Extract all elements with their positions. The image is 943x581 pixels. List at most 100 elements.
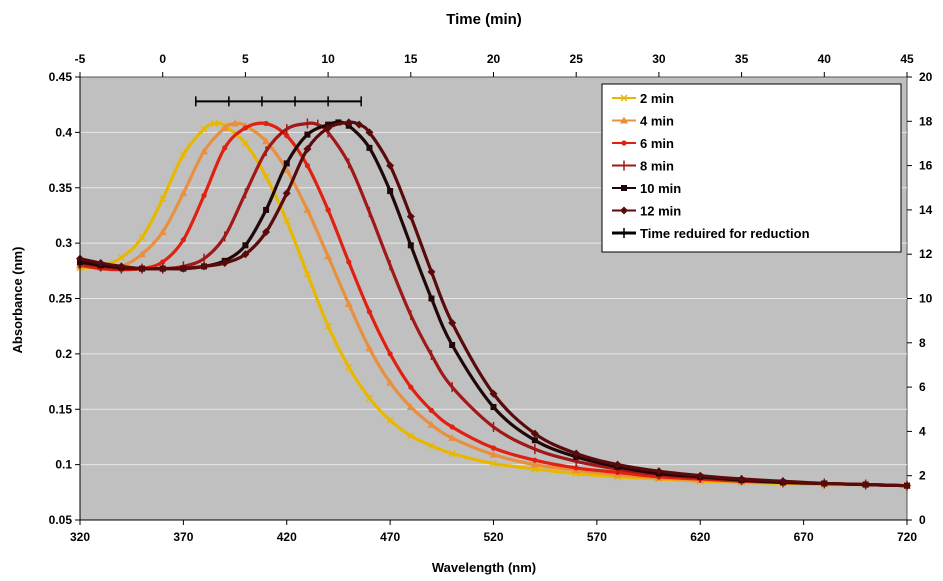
marker-diamond [96, 259, 105, 268]
x-tick-label: 370 [173, 530, 193, 544]
legend-label: 10 min [640, 181, 681, 196]
marker-diamond [344, 118, 353, 127]
marker-x [386, 416, 394, 424]
marker-square [449, 342, 456, 349]
legend-item-0: 2 min [612, 91, 674, 106]
x2-tick-label: -5 [75, 52, 86, 66]
series-layer [76, 96, 911, 491]
marker-square [304, 131, 311, 138]
marker-triangle [303, 205, 312, 213]
marker-triangle [324, 252, 333, 260]
marker-square [490, 404, 497, 411]
marker-x [427, 442, 436, 450]
marker-diamond [282, 189, 291, 198]
marker-square [263, 206, 270, 213]
x-tick-label: 320 [70, 530, 90, 544]
x-tick-label: 670 [794, 530, 814, 544]
x2-tick-label: 25 [570, 52, 584, 66]
marker-diamond [406, 212, 415, 221]
marker-x [448, 450, 456, 458]
marker-triangle [406, 403, 415, 411]
marker-x [345, 363, 353, 371]
legend-item-2: 6 min [612, 136, 674, 151]
marker-triangle [448, 434, 457, 442]
marker-circle [366, 309, 373, 315]
y-tick-label: 0.35 [49, 181, 73, 195]
series-5 [76, 118, 911, 490]
marker-circle [284, 133, 290, 139]
marker-circle [180, 237, 186, 243]
marker-square [621, 185, 627, 191]
x2-tick-label: 40 [818, 52, 832, 66]
marker-diamond [613, 460, 622, 469]
marker-x [138, 234, 146, 242]
legend-label: 6 min [640, 136, 674, 151]
marker-diamond [262, 228, 271, 237]
x2-tick-label: 20 [487, 52, 501, 66]
marker-diamond [179, 264, 188, 273]
marker-diamond [696, 471, 705, 480]
x2-tick-label: 15 [404, 52, 418, 66]
legend-box [601, 83, 902, 253]
marker-diamond [386, 161, 395, 170]
y-tick-label: 0.45 [49, 70, 73, 84]
y2-tick-label: 20 [919, 70, 933, 84]
marker-triangle [231, 119, 240, 127]
x2-tick-label: 30 [652, 52, 666, 66]
marker-circle [304, 163, 311, 169]
marker-x [324, 322, 332, 330]
marker-x [262, 173, 270, 181]
legend-label: 2 min [640, 91, 674, 106]
marker-x [283, 217, 291, 225]
y2-tick-label: 10 [919, 292, 933, 306]
marker-circle [449, 424, 455, 430]
legend-item-6: Time reduired for reduction [612, 226, 810, 241]
marker-triangle [179, 189, 188, 197]
marker-diamond [903, 481, 911, 490]
marker-circle [428, 407, 435, 413]
y2-tick-label: 4 [919, 424, 926, 438]
top-axis-title: Time (min) [446, 11, 522, 28]
marker-triangle [344, 300, 353, 308]
marker-diamond [530, 429, 539, 438]
marker-diamond [620, 206, 628, 215]
x-tick-label: 420 [277, 530, 297, 544]
y2-tick-label: 14 [919, 203, 933, 217]
legend-item-5: 12 min [612, 204, 681, 219]
series-6 [195, 96, 362, 107]
marker-diamond [861, 480, 870, 489]
marker-diamond [737, 475, 746, 484]
marker-triangle [158, 228, 167, 236]
marker-circle [532, 457, 538, 463]
marker-diamond [365, 128, 374, 137]
marker-diamond [138, 264, 147, 273]
marker-circle [573, 465, 579, 471]
legend-label: 4 min [640, 114, 674, 129]
marker-triangle [220, 123, 229, 131]
marker-x [620, 94, 628, 102]
marker-square [531, 437, 538, 444]
marker-diamond [220, 259, 229, 268]
marker-circle [346, 259, 352, 265]
legend-item-1: 4 min [612, 114, 674, 129]
x-tick-label: 520 [483, 530, 503, 544]
marker-diamond [572, 449, 581, 458]
x2-tick-label: 10 [321, 52, 335, 66]
legend-item-4: 10 min [612, 181, 681, 196]
marker-diamond [303, 144, 312, 153]
marker-diamond [241, 250, 250, 259]
legend: 2 min 4 min 6 min 8 min 10 min 12 min Time red… [601, 83, 902, 253]
y2-tick-label: 12 [919, 247, 933, 261]
marker-triangle [620, 116, 628, 124]
marker-diamond [820, 479, 829, 488]
x2-tick-label: 0 [159, 52, 166, 66]
y-axis-title: Absorbance (nm) [10, 247, 25, 354]
x-axis-title: Wavelength (nm) [432, 560, 536, 575]
marker-circle [201, 192, 207, 199]
y2-tick-label: 8 [919, 336, 926, 350]
marker-diamond [117, 262, 126, 271]
marker-triangle [427, 420, 436, 428]
marker-square [407, 242, 414, 249]
y-tick-label: 0.4 [55, 125, 72, 139]
